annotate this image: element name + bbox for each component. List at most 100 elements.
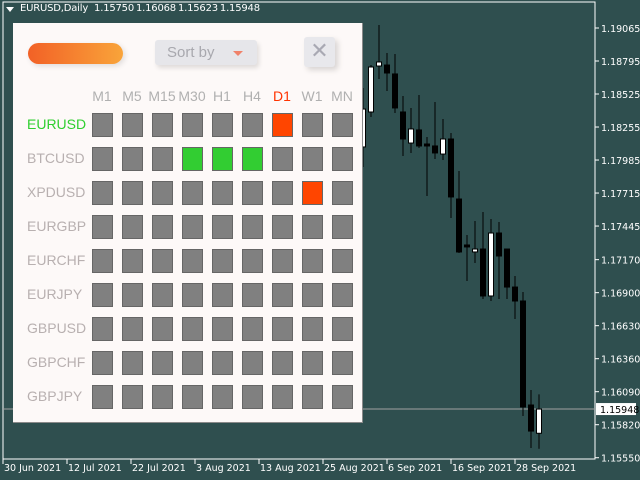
signal-cell-eurjpy-d1[interactable] [272,283,293,307]
signal-cell-eurusd-m15[interactable] [152,113,173,137]
signal-cell-gbpusd-mn[interactable] [332,317,353,341]
signal-cell-eurjpy-mn[interactable] [332,283,353,307]
signal-cell-btcusd-w1[interactable] [302,147,323,171]
signal-cell-eurgbp-h1[interactable] [212,215,233,239]
symbol-label-eurjpy[interactable]: EURJPY [27,286,83,302]
signal-cell-eurjpy-m1[interactable] [92,283,113,307]
signal-cell-gbpchf-m30[interactable] [182,351,203,375]
signal-cell-btcusd-h1[interactable] [212,147,233,171]
signal-cell-eurusd-mn[interactable] [332,113,353,137]
signal-cell-eurchf-d1[interactable] [272,249,293,273]
collapse-triangle-icon[interactable] [6,7,14,12]
signal-cell-eurjpy-w1[interactable] [302,283,323,307]
signal-cell-gbpjpy-m5[interactable] [122,385,143,409]
signal-cell-eurchf-mn[interactable] [332,249,353,273]
signal-cell-gbpchf-h1[interactable] [212,351,233,375]
signal-cell-eurusd-m5[interactable] [122,113,143,137]
signal-cell-gbpusd-m5[interactable] [122,317,143,341]
signal-cell-gbpjpy-m30[interactable] [182,385,203,409]
signal-cell-eurgbp-m30[interactable] [182,215,203,239]
signal-cell-gbpusd-m1[interactable] [92,317,113,341]
signal-cell-eurusd-d1[interactable] [272,113,293,137]
signal-cell-eurgbp-m5[interactable] [122,215,143,239]
timeframe-header-w1[interactable]: W1 [301,88,323,104]
signal-cell-gbpchf-m5[interactable] [122,351,143,375]
timeframe-header-m5[interactable]: M5 [122,88,142,104]
signal-cell-btcusd-mn[interactable] [332,147,353,171]
signal-cell-xpdusd-m1[interactable] [92,181,113,205]
signal-cell-eurchf-h1[interactable] [212,249,233,273]
sort-dropdown[interactable]: Sort by [155,40,257,65]
signal-cell-xpdusd-w1[interactable] [302,181,323,205]
signal-cell-xpdusd-mn[interactable] [332,181,353,205]
signal-cell-eurgbp-m1[interactable] [92,215,113,239]
signal-cell-xpdusd-h4[interactable] [242,181,263,205]
symbol-label-eurgbp[interactable]: EURGBP [27,218,87,234]
signal-cell-xpdusd-d1[interactable] [272,181,293,205]
signal-cell-eurchf-w1[interactable] [302,249,323,273]
timeframe-header-d1[interactable]: D1 [273,88,291,104]
signal-cell-eurusd-h1[interactable] [212,113,233,137]
signal-cell-eurusd-w1[interactable] [302,113,323,137]
signal-cell-btcusd-m5[interactable] [122,147,143,171]
signal-cell-gbpchf-w1[interactable] [302,351,323,375]
signal-cell-gbpjpy-w1[interactable] [302,385,323,409]
signal-cell-xpdusd-m5[interactable] [122,181,143,205]
symbol-label-btcusd[interactable]: BTCUSD [27,150,85,166]
signal-cell-gbpusd-h1[interactable] [212,317,233,341]
signal-cell-gbpjpy-mn[interactable] [332,385,353,409]
symbol-label-gbpjpy[interactable]: GBPJPY [27,388,83,404]
signal-cell-eurchf-m5[interactable] [122,249,143,273]
signal-cell-eurchf-m15[interactable] [152,249,173,273]
signal-cell-gbpusd-m30[interactable] [182,317,203,341]
close-button[interactable]: ✕ [304,37,335,67]
signal-cell-gbpusd-w1[interactable] [302,317,323,341]
symbol-label-eurchf[interactable]: EURCHF [27,252,86,268]
signal-cell-btcusd-m1[interactable] [92,147,113,171]
signal-cell-eurgbp-m15[interactable] [152,215,173,239]
signal-cell-gbpjpy-h4[interactable] [242,385,263,409]
signal-cell-gbpjpy-d1[interactable] [272,385,293,409]
symbol-label-eurusd[interactable]: EURUSD [27,116,87,132]
signal-cell-xpdusd-m30[interactable] [182,181,203,205]
signal-cell-eurjpy-m30[interactable] [182,283,203,307]
symbol-label-xpdusd[interactable]: XPDUSD [27,184,86,200]
signal-cell-btcusd-d1[interactable] [272,147,293,171]
symbol-label-gbpchf[interactable]: GBPCHF [27,354,86,370]
signal-cell-btcusd-h4[interactable] [242,147,263,171]
signal-cell-gbpusd-h4[interactable] [242,317,263,341]
signal-cell-gbpchf-m15[interactable] [152,351,173,375]
signal-cell-eurchf-m30[interactable] [182,249,203,273]
signal-cell-eurusd-m30[interactable] [182,113,203,137]
signal-cell-eurgbp-d1[interactable] [272,215,293,239]
drag-handle-pill[interactable] [28,43,123,64]
signal-cell-eurchf-h4[interactable] [242,249,263,273]
signal-cell-gbpjpy-m15[interactable] [152,385,173,409]
signal-cell-btcusd-m15[interactable] [152,147,173,171]
signal-cell-eurjpy-m15[interactable] [152,283,173,307]
signal-cell-eurchf-m1[interactable] [92,249,113,273]
signal-cell-gbpjpy-m1[interactable] [92,385,113,409]
signal-cell-btcusd-m30[interactable] [182,147,203,171]
signal-cell-gbpchf-m1[interactable] [92,351,113,375]
timeframe-header-h1[interactable]: H1 [213,88,231,104]
signal-cell-gbpchf-h4[interactable] [242,351,263,375]
signal-cell-gbpchf-d1[interactable] [272,351,293,375]
signal-cell-eurjpy-h1[interactable] [212,283,233,307]
timeframe-header-h4[interactable]: H4 [243,88,261,104]
signal-cell-eurgbp-h4[interactable] [242,215,263,239]
signal-cell-gbpusd-d1[interactable] [272,317,293,341]
timeframe-header-mn[interactable]: MN [331,88,353,104]
signal-cell-eurusd-h4[interactable] [242,113,263,137]
timeframe-header-m1[interactable]: M1 [92,88,112,104]
signal-cell-gbpchf-mn[interactable] [332,351,353,375]
signal-cell-xpdusd-m15[interactable] [152,181,173,205]
signal-cell-eurgbp-w1[interactable] [302,215,323,239]
symbol-label-gbpusd[interactable]: GBPUSD [27,320,87,336]
signal-cell-eurusd-m1[interactable] [92,113,113,137]
signal-cell-gbpusd-m15[interactable] [152,317,173,341]
signal-cell-eurgbp-mn[interactable] [332,215,353,239]
signal-cell-eurjpy-h4[interactable] [242,283,263,307]
timeframe-header-m15[interactable]: M15 [148,88,176,104]
